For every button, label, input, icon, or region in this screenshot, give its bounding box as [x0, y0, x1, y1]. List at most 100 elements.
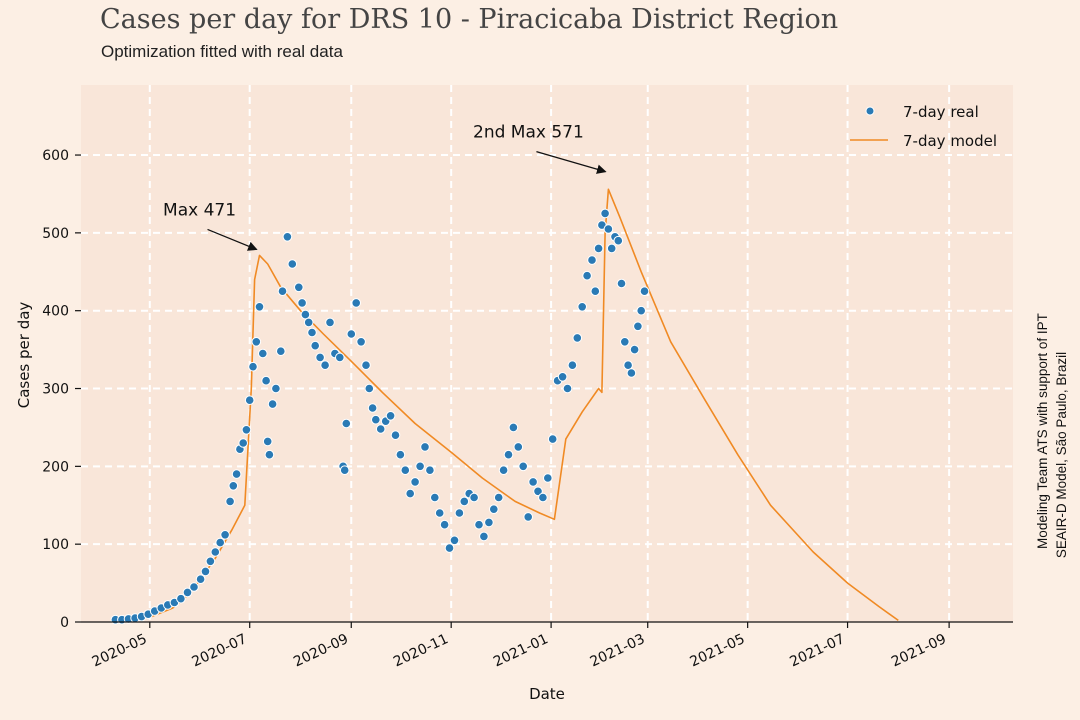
x-tick-label: 2021-01: [491, 631, 551, 670]
real-point: [307, 327, 317, 338]
real-point: [385, 411, 396, 421]
real-point: [498, 465, 509, 476]
real-point: [200, 566, 211, 577]
real-point: [264, 449, 275, 460]
real-point: [484, 517, 494, 528]
real-point: [603, 224, 614, 234]
real-point: [225, 496, 235, 507]
real-point: [220, 530, 230, 540]
real-point: [557, 372, 568, 382]
real-point: [258, 348, 268, 359]
real-point: [300, 309, 311, 320]
side-note-line-2: SEAIR-D Model, São Paulo, Brazil: [1054, 352, 1069, 558]
real-point: [479, 531, 489, 542]
real-point: [346, 329, 357, 339]
real-point: [474, 519, 484, 530]
y-tick-label: 300: [42, 382, 69, 398]
real-point: [238, 438, 248, 448]
chart-subtitle: Optimization fitted with real data: [101, 42, 343, 61]
x-tick-label: 2020-09: [291, 631, 351, 670]
real-point: [590, 286, 601, 297]
real-point: [493, 492, 504, 503]
real-point: [244, 395, 255, 406]
real-point: [351, 298, 362, 308]
y-tick-label: 400: [42, 304, 69, 320]
annotation-arrow: [207, 228, 258, 251]
real-point: [251, 337, 262, 347]
real-point: [459, 496, 470, 507]
real-point: [271, 383, 281, 394]
legend: 7-day real 7-day model: [850, 103, 997, 150]
y-tick-label: 200: [42, 459, 69, 475]
x-tick-label: 2021-07: [787, 631, 847, 670]
real-point: [341, 418, 352, 429]
real-point: [489, 504, 499, 515]
real-point: [335, 352, 345, 363]
x-tick-label: 2020-05: [90, 631, 150, 670]
real-point: [277, 286, 288, 297]
real-point: [195, 574, 206, 585]
side-note-line-1: Modeling Team ATS with support of IPT: [1035, 313, 1050, 549]
real-point: [267, 399, 278, 409]
real-point: [228, 481, 239, 491]
annotation-label: 2nd Max 571: [473, 123, 584, 143]
real-point: [636, 305, 647, 316]
x-tick-label: 2020-07: [190, 631, 250, 670]
annotation-arrow: [536, 151, 607, 174]
real-point: [543, 473, 553, 483]
real-point: [276, 346, 286, 357]
real-point: [176, 593, 186, 604]
real-point: [364, 383, 375, 394]
real-point: [469, 492, 479, 503]
grid: [81, 85, 1013, 622]
real-point: [390, 430, 401, 441]
real-point: [287, 259, 298, 269]
real-point: [425, 465, 435, 476]
real-point: [254, 302, 265, 312]
model-series: [115, 188, 899, 622]
real-point: [533, 486, 543, 497]
real-point: [410, 477, 420, 487]
real-point: [315, 352, 325, 363]
real-point: [375, 424, 386, 434]
y-tick-label: 0: [60, 615, 69, 631]
real-point: [518, 461, 529, 472]
y-tick-label: 500: [42, 226, 69, 242]
real-point: [430, 492, 440, 503]
real-point: [623, 360, 633, 371]
real-point: [356, 337, 366, 347]
real-point: [420, 442, 430, 452]
real-point: [210, 547, 221, 557]
real-point: [629, 344, 640, 355]
real-point: [434, 508, 445, 518]
real-point: [613, 235, 624, 246]
real-point: [508, 422, 519, 433]
real-point: [310, 340, 321, 351]
real-point: [282, 232, 293, 242]
real-point: [189, 582, 199, 592]
real-point: [547, 434, 558, 444]
real-point: [205, 556, 216, 567]
real-series: [110, 208, 650, 625]
real-point: [215, 537, 225, 548]
real-point: [528, 477, 538, 487]
x-axis-ticks: 2020-05 2020-07 2020-09 2020-11 2021-01 2021-…: [90, 622, 950, 670]
x-tick-label: 2021-05: [688, 631, 748, 670]
real-point: [567, 360, 578, 371]
real-point: [241, 425, 252, 435]
real-point: [523, 512, 534, 522]
real-point: [639, 286, 650, 297]
real-point: [538, 492, 548, 503]
annotation-label: Max 471: [163, 200, 236, 220]
real-point: [577, 302, 588, 312]
real-point: [248, 361, 258, 372]
plot-background: [81, 85, 1013, 622]
real-point: [593, 243, 604, 254]
legend-real-label: 7-day real: [903, 103, 979, 121]
real-point: [620, 337, 630, 347]
y-tick-label: 100: [42, 537, 69, 553]
real-point: [513, 442, 524, 452]
real-point: [454, 508, 465, 518]
real-point: [616, 278, 627, 289]
